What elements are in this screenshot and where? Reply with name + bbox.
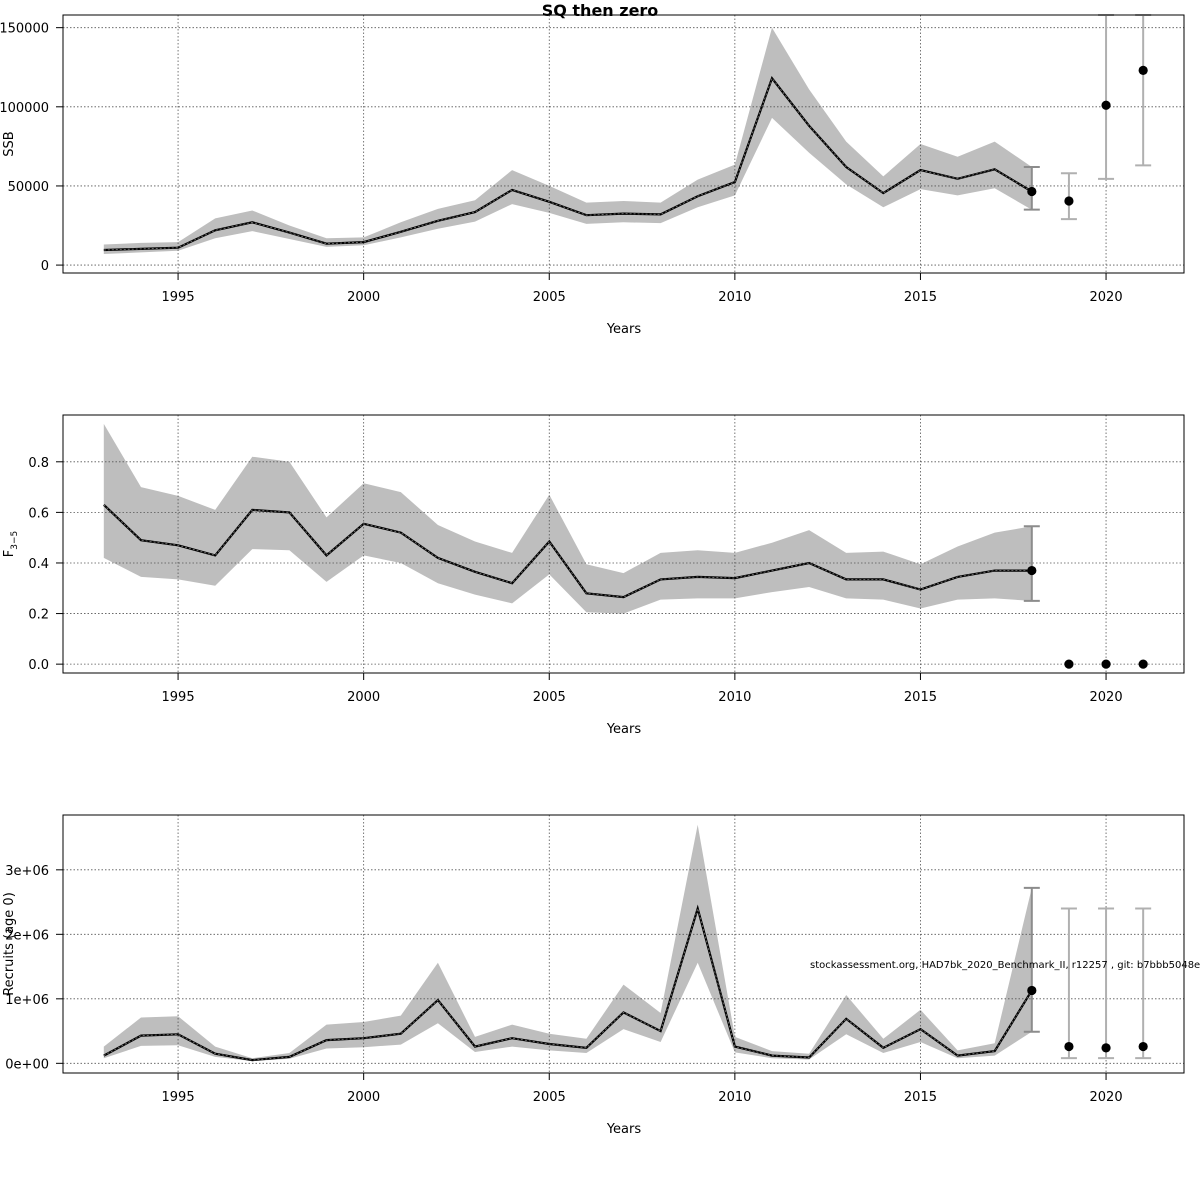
forecast-point: [1027, 985, 1037, 996]
y-tick-label: 3e+06: [5, 864, 49, 879]
panel-3: 1995 2000 2005 2010 2015 2020 0e+00 1e+06 2e+06 3…: [2, 814, 1185, 1137]
x-tick-label: 2015: [904, 1090, 937, 1105]
x-tick-label: 2000: [347, 290, 380, 305]
y-tick-label: 0.6: [28, 506, 49, 521]
x-tick-label: 2015: [904, 290, 937, 305]
figure-title: SQ then zero: [542, 1, 659, 20]
x-tick-label: 2000: [347, 690, 380, 705]
plot-frame: [62, 814, 1185, 1074]
x-tick-label: 1995: [162, 290, 195, 305]
y-axis-title: SSB: [2, 131, 17, 156]
forecast-point: [1138, 659, 1148, 669]
x-tick-label: 1995: [162, 690, 195, 705]
x-tick-label: 2020: [1090, 1090, 1123, 1105]
y-tick-label: 100000: [0, 101, 49, 116]
y-tick-label: 0.2: [28, 608, 49, 623]
forecast-point: [1064, 659, 1074, 669]
forecast-point: [1027, 565, 1037, 576]
forecast-point: [1138, 1041, 1148, 1052]
y-axis-title-subscript: 3−5: [10, 531, 20, 550]
y-tick-label: 0e+00: [5, 1057, 49, 1072]
estimate-line-dotted: [103, 77, 1033, 251]
x-axis-title: Years: [606, 322, 642, 337]
y-tick-label: 0.4: [28, 557, 49, 572]
estimate-line-dotted: [103, 907, 1033, 1061]
y-axis-title: Recruits (age 0): [2, 892, 17, 996]
y-axis-title-main: F: [2, 550, 17, 557]
x-tick-label: 2000: [347, 1090, 380, 1105]
y-tick-label: 0.8: [28, 456, 49, 471]
confidence-band: [103, 423, 1032, 614]
x-tick-label: 2005: [533, 690, 566, 705]
y-tick-label: 150000: [0, 22, 49, 37]
x-tick-label: 1995: [162, 1090, 195, 1105]
x-tick-label: 2005: [533, 290, 566, 305]
y-tick-label: 1e+06: [5, 993, 49, 1008]
estimate-line-dotted: [103, 504, 1032, 598]
x-axis-title: Years: [606, 722, 642, 737]
x-tick-label: 2020: [1090, 290, 1123, 305]
y-tick-label: 2e+06: [5, 928, 49, 943]
y-tick-label: 50000: [8, 180, 49, 195]
forecast-point: [1101, 1043, 1111, 1053]
x-tick-label: 2010: [718, 290, 751, 305]
y-tick-label: 0: [41, 259, 49, 274]
x-tick-label: 2010: [718, 1090, 751, 1105]
forecast-point: [1027, 186, 1037, 197]
forecast-point: [1101, 659, 1111, 669]
confidence-band: [103, 27, 1032, 255]
forecast-point: [1101, 100, 1111, 110]
panel-1: 1995 2000 2005 2010 2015 2020 0 50000 100000 1500…: [0, 14, 1185, 337]
footnote-text: stockassessment.org, HAD7bk_2020_Benchma…: [810, 960, 1200, 971]
forecast-point: [1138, 65, 1148, 75]
x-tick-label: 2015: [904, 690, 937, 705]
x-tick-label: 2020: [1090, 690, 1123, 705]
forecast-point: [1064, 196, 1074, 206]
plot-frame: [62, 414, 1185, 674]
plot-frame: [62, 14, 1185, 274]
confidence-band: [103, 824, 1032, 1062]
y-tick-label: 0.0: [28, 658, 49, 673]
panel-2: 1995 2000 2005 2010 2015 2020 0.0 0.2 0.4 0.6 0.8 Y…: [2, 414, 1185, 737]
x-axis-title: Years: [606, 1122, 642, 1137]
x-tick-label: 2010: [718, 690, 751, 705]
forecast-point: [1064, 1041, 1074, 1052]
x-tick-label: 2005: [533, 1090, 566, 1105]
y-axis-title: F3−5: [2, 531, 20, 557]
estimate-line: [103, 76, 1033, 252]
